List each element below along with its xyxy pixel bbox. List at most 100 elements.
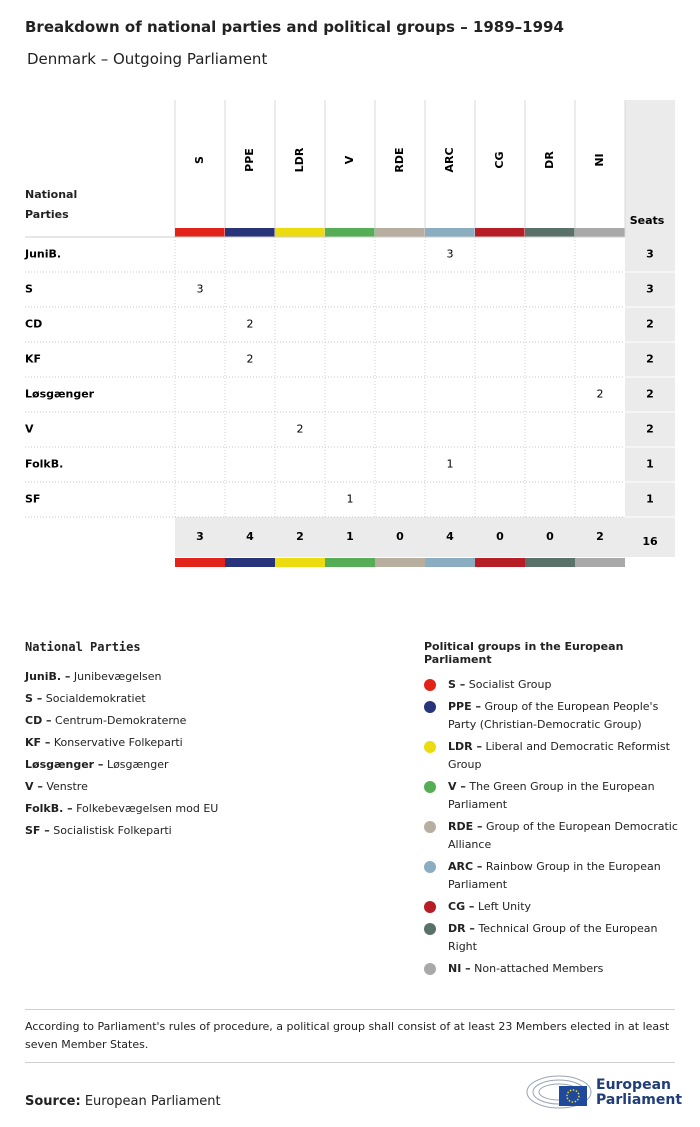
- legend-name: Socialdemokratiet: [45, 692, 146, 705]
- legend-name: Konservative Folkeparti: [53, 736, 183, 749]
- group-total: 2: [296, 530, 304, 543]
- legend-item: FolkB. – Folkebevægelsen mod EU: [25, 798, 385, 820]
- legend-abbr: NI –: [448, 962, 471, 975]
- legend-name: Løsgænger: [106, 758, 169, 771]
- legend-name: Non-attached Members: [474, 962, 604, 975]
- group-color-bar: [325, 558, 375, 567]
- cell-value: 2: [597, 388, 604, 401]
- note: According to Parliament's rules of proce…: [25, 1020, 670, 1051]
- group-header: V: [343, 155, 356, 164]
- group-total: 4: [246, 530, 254, 543]
- legend-abbr: DR –: [448, 922, 475, 935]
- legend-item: JuniB. – Junibevægelsen: [25, 666, 385, 688]
- group-total: 2: [596, 530, 604, 543]
- legend-item: CG – Left Unity: [424, 898, 679, 916]
- group-color-bar: [275, 228, 325, 237]
- legend-dot: [424, 963, 436, 975]
- group-total: 4: [446, 530, 454, 543]
- legend-name: Left Unity: [477, 900, 532, 913]
- legend-dot: [424, 679, 436, 691]
- legend-item: Løsgænger – Løsgænger: [25, 754, 385, 776]
- row-seats: 1: [646, 493, 654, 506]
- legend-name: Technical Group of the European Right: [448, 922, 658, 953]
- row-seats: 2: [646, 423, 654, 436]
- group-color-bar: [475, 558, 525, 567]
- table: Seats S 3 PPE 4 LDR 2 V 1 RDE 0 ARC 4 CG 0 DR 0 NI 2 JuniB.…: [24, 100, 675, 567]
- group-header: S: [193, 156, 206, 164]
- group-total: 3: [196, 530, 204, 543]
- legend-item: ARC – Rainbow Group in the European Parl…: [424, 858, 679, 894]
- party-label: Løsgænger: [25, 388, 95, 401]
- party-label: KF: [25, 353, 41, 366]
- group-color-bar: [175, 558, 225, 567]
- legend-item: S – Socialist Group: [424, 676, 679, 694]
- group-header: PPE: [243, 148, 256, 172]
- group-header: ARC: [443, 147, 456, 172]
- legend-name: Group of the European People's Party (Ch…: [448, 700, 659, 731]
- group-header: CG: [493, 151, 506, 168]
- group-color-bar: [575, 558, 625, 567]
- legend-item: KF – Konservative Folkeparti: [25, 732, 385, 754]
- group-color-bar: [175, 228, 225, 237]
- legend-abbr: V –: [25, 780, 43, 793]
- legend-abbr: S –: [448, 678, 466, 691]
- group-color-bar: [225, 228, 275, 237]
- source-label: Source:: [25, 1094, 81, 1109]
- groups-legend: Political groups in the European Parliam…: [424, 640, 679, 982]
- legend-name: Centrum-Demokraterne: [55, 714, 187, 727]
- seats-header: Seats: [630, 214, 665, 227]
- legend-item: LDR – Liberal and Democratic Reformist G…: [424, 738, 679, 774]
- legend-abbr: SF –: [25, 824, 50, 837]
- subtitle: Denmark – Outgoing Parliament: [27, 50, 268, 68]
- legend-item: RDE – Group of the European Democratic A…: [424, 818, 679, 854]
- legend-abbr: S –: [25, 692, 43, 705]
- party-label: SF: [25, 493, 40, 506]
- source: Source: European Parliament: [25, 1094, 221, 1109]
- group-header: DR: [543, 151, 556, 169]
- legend-name: Venstre: [46, 780, 88, 793]
- seats-column: [625, 100, 675, 557]
- party-label: V: [25, 423, 34, 436]
- legend-item: S – Socialdemokratiet: [25, 688, 385, 710]
- legend-abbr: FolkB. –: [25, 802, 73, 815]
- group-color-bar: [525, 558, 575, 567]
- legend-dot: [424, 923, 436, 935]
- cell-value: 2: [247, 318, 254, 331]
- legend-abbr: CD –: [25, 714, 52, 727]
- legend-name: Socialist Group: [468, 678, 552, 691]
- legend-name: The Green Group in the European Parliame…: [448, 780, 655, 811]
- legend-name: Rainbow Group in the European Parliament: [448, 860, 661, 891]
- group-color-bar: [325, 228, 375, 237]
- legend-name: Socialistisk Folkeparti: [53, 824, 172, 837]
- group-color-bar: [375, 558, 425, 567]
- legend-title: National Parties: [25, 640, 141, 654]
- legend-item: SF – Socialistisk Folkeparti: [25, 820, 385, 842]
- legend-dot: [424, 701, 436, 713]
- legend-name: Folkebevægelsen mod EU: [76, 802, 219, 815]
- legend-abbr: V –: [448, 780, 466, 793]
- group-total: 0: [496, 530, 504, 543]
- cell-value: 1: [447, 458, 454, 471]
- parties-legend: National Parties JuniB. – Junibevægelsen…: [25, 640, 385, 842]
- cell-value: 2: [297, 423, 304, 436]
- row-seats: 2: [646, 318, 654, 331]
- group-color-bar: [575, 228, 625, 237]
- totals-row: [175, 517, 625, 557]
- divider: [25, 1009, 675, 1010]
- legend-abbr: PPE –: [448, 700, 481, 713]
- legend-abbr: LDR –: [448, 740, 482, 753]
- group-color-bar: [475, 228, 525, 237]
- party-label: CD: [25, 318, 42, 331]
- corner-label: National Parties: [25, 188, 78, 221]
- legend-abbr: JuniB. –: [25, 670, 71, 683]
- group-color-bar: [375, 228, 425, 237]
- source-text: European Parliament: [84, 1094, 221, 1109]
- logo-text: European Parliament: [596, 1077, 683, 1108]
- cell-value: 3: [197, 283, 204, 296]
- legend-abbr: KF –: [25, 736, 51, 749]
- legend-name: Junibevægelsen: [73, 670, 162, 683]
- group-color-bar: [275, 558, 325, 567]
- cell-value: 2: [247, 353, 254, 366]
- group-color-bar: [425, 558, 475, 567]
